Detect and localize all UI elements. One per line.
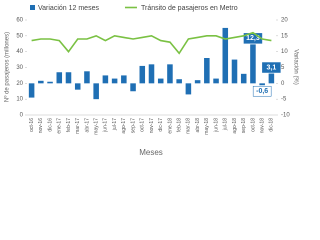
x-tick-label: dic-16: [47, 118, 53, 132]
x-axis-title: Meses: [139, 148, 163, 157]
bar: [213, 78, 219, 84]
x-tick-label: mar-18: [186, 118, 192, 134]
bar: [56, 72, 63, 84]
y-tick-label: 30: [16, 65, 23, 71]
x-tick-label: feb-18: [176, 118, 182, 132]
x-tick-label: dic-17: [158, 118, 164, 132]
legend-swatch: [30, 5, 35, 10]
x-tick-label: jul-18: [223, 118, 229, 131]
bar: [250, 44, 256, 84]
value-label-box: [252, 85, 272, 97]
bar: [84, 71, 90, 84]
x-tick-label: oct-18: [250, 118, 256, 132]
x-tick-label: ago-18: [232, 118, 238, 134]
page: {"chart_data": {"type": "bar-line", "cat…: [3, 4, 299, 158]
value-label: -0,6: [256, 88, 268, 95]
x-tick-label: abr-18: [195, 118, 201, 133]
bar: [139, 65, 146, 84]
bar: [222, 27, 229, 84]
bar: [47, 81, 53, 84]
x-tick-label: ene-18: [167, 118, 173, 134]
x-tick-label: may-17: [93, 118, 99, 135]
x-tick-label: mar-17: [75, 118, 81, 134]
y-tick-label: 60: [16, 18, 23, 24]
x-tick-label: jun-17: [103, 118, 109, 133]
x-tick-label: sep-18: [241, 118, 247, 134]
y2-tick-label: 5: [281, 65, 285, 71]
x-tick-label: oct-17: [140, 118, 146, 132]
value-label: 12,3: [246, 35, 260, 42]
bar: [268, 73, 275, 84]
y-axis-title: Nº de pasajeros (millones): [4, 32, 11, 102]
x-tick-label: nov-17: [149, 118, 155, 134]
line: [31, 31, 272, 55]
bar: [93, 83, 99, 100]
legend-label: Tránsito de pasajeros en Metro: [141, 5, 238, 12]
y-tick-label: 10: [16, 97, 23, 103]
x-tick-label: sep-17: [130, 118, 136, 134]
y-tick-label: 20: [16, 81, 23, 87]
x-tick-label: jul-17: [112, 118, 118, 131]
bar: [240, 73, 247, 84]
bar: [38, 80, 44, 84]
bar: [74, 83, 81, 90]
bar: [65, 72, 72, 84]
bar: [157, 78, 164, 84]
legend-label: Variación 12 meses: [38, 5, 99, 12]
y-tick-label: 50: [16, 33, 23, 39]
x-tick-label: feb-17: [66, 118, 72, 132]
y2-axis-title: Variación (%): [292, 49, 298, 85]
bar: [130, 83, 136, 92]
value-label: 3,1: [267, 64, 277, 71]
x-tick-label: jun-18: [213, 118, 219, 133]
bar: [148, 64, 155, 84]
x-tick-label: abr-17: [84, 118, 90, 133]
y2-tick-label: 10: [281, 49, 288, 55]
bar: [111, 78, 118, 84]
y-tick-label: 0: [20, 113, 24, 119]
bar: [231, 59, 238, 84]
y2-tick-label: -10: [281, 113, 290, 119]
bar: [28, 83, 35, 98]
x-tick-label: may-18: [204, 118, 210, 135]
value-label-box: [262, 62, 281, 73]
y2-tick-label: 0: [281, 81, 285, 87]
bar: [194, 80, 201, 84]
x-tick-label: nov-16: [38, 118, 44, 134]
x-tick-label: oct-16: [29, 118, 35, 132]
bar: [185, 83, 192, 95]
y-tick-label: 40: [16, 49, 23, 55]
bar: [204, 58, 210, 84]
bar: [121, 75, 127, 84]
x-tick-label: nov-18: [259, 118, 265, 134]
y2-tick-label: 15: [281, 33, 288, 39]
bar: [167, 64, 173, 84]
x-tick-label: ene-17: [57, 118, 63, 134]
bar: [259, 83, 265, 86]
x-tick-label: dic-18: [269, 118, 275, 132]
x-tick-label: ago-17: [121, 118, 127, 134]
y2-tick-label: 20: [281, 18, 288, 24]
chart: Nº de pasajeros (millones) Variación (%)…: [4, 5, 299, 157]
bar: [176, 79, 182, 84]
y2-tick-label: -5: [281, 97, 287, 103]
bar: [102, 75, 109, 84]
